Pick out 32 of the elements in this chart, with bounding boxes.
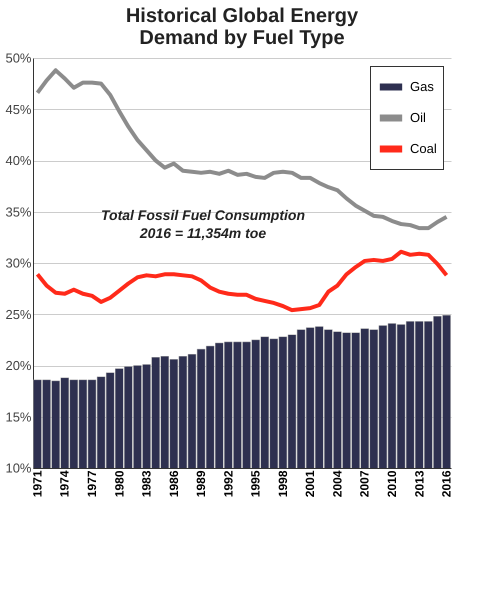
x-tick-label: 2010 xyxy=(385,470,399,498)
x-tick-label: 2007 xyxy=(358,470,372,498)
chart-title: Historical Global Energy Demand by Fuel Type xyxy=(126,5,360,49)
x-tick-label: 1986 xyxy=(166,470,181,498)
y-tick-label: 25% xyxy=(5,306,32,322)
y-tick-label: 20% xyxy=(5,358,32,373)
y-tick-label: 45% xyxy=(5,102,32,117)
x-tick-label: 1992 xyxy=(221,470,236,498)
x-tick-label: 1980 xyxy=(112,470,126,498)
y-tick-label: 15% xyxy=(5,409,32,424)
x-tick-label: 1983 xyxy=(140,470,154,498)
x-tick-label: 1995 xyxy=(248,470,263,498)
x-tick-label: 1977 xyxy=(85,470,99,498)
legend-label: Coal xyxy=(410,141,437,156)
annotation: Total Fossil Fuel Consumption xyxy=(100,207,306,223)
annotation: 2016 = 11,354m toe xyxy=(138,225,266,241)
y-tick-label: 35% xyxy=(5,204,32,220)
y-tick-label: 30% xyxy=(5,256,32,270)
y-tick-label: 10% xyxy=(5,460,32,476)
line-series xyxy=(35,250,449,312)
x-tick-label: 1971 xyxy=(30,470,44,498)
x-tick-label: 1989 xyxy=(194,470,208,498)
y-tick-label: 50% xyxy=(5,50,32,66)
x-tick-label: 2013 xyxy=(412,470,426,498)
y-tick-label: 40% xyxy=(5,153,32,168)
x-tick-label: 2016 xyxy=(440,470,454,498)
x-tick-label: 2004 xyxy=(330,470,344,498)
x-tick-label: 1998 xyxy=(276,470,290,498)
x-tick-label: 2001 xyxy=(303,470,318,498)
x-tick-label: 1974 xyxy=(58,470,72,498)
legend-label: Gas xyxy=(410,79,434,94)
legend-label: Oil xyxy=(410,110,426,125)
